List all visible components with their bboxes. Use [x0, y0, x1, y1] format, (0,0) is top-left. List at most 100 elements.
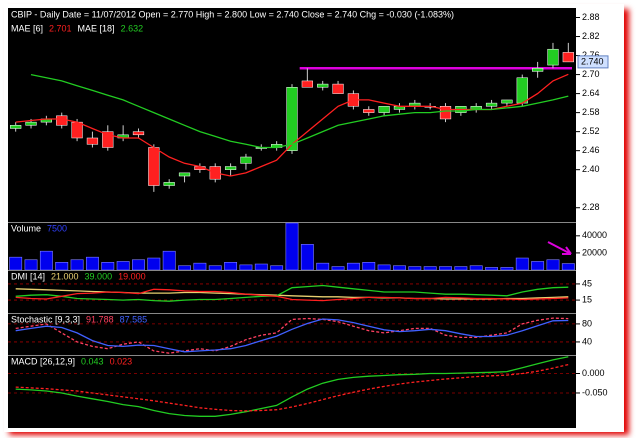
candle-body: [25, 121, 37, 126]
legend-text: 19.000: [118, 271, 146, 281]
volume-bar: [193, 262, 207, 271]
candle-body: [332, 83, 344, 94]
indicator-line: [15, 356, 569, 417]
volume-bar: [500, 267, 514, 271]
y-tick-label: 15: [582, 294, 592, 304]
volume-bar: [362, 262, 376, 271]
y-tick-label: 40: [582, 336, 592, 346]
y-tick-label: 40000: [582, 230, 607, 240]
candle-body: [240, 156, 252, 164]
y-tick-label: 2.82: [582, 31, 600, 41]
candle-body: [56, 115, 68, 126]
legend-text: 0.023: [110, 356, 133, 366]
volume-bar: [346, 262, 360, 271]
volume-bar: [285, 222, 299, 271]
candle-body: [531, 67, 544, 72]
volume-bar: [408, 266, 422, 271]
candle-body: [317, 83, 329, 88]
volume-bar: [331, 266, 345, 271]
y-tick-label: 2.46: [582, 145, 600, 155]
legend-text: MAE [18]: [78, 23, 115, 33]
candle-body: [102, 131, 114, 148]
panels: 2.88 2.82 2.76 2.70 2.64 2.58 2.52 2.46 2.40 2.28…: [8, 9, 609, 417]
candle-body: [286, 87, 298, 151]
volume-bar: [300, 244, 314, 271]
volume-bar: [316, 262, 330, 271]
candle-body: [501, 99, 513, 104]
candle-body: [439, 106, 452, 120]
legend-text: Volume: [11, 223, 41, 233]
volume-bar: [546, 259, 560, 271]
annotation-arrow: [547, 241, 572, 255]
legend-text: 21.000: [51, 271, 79, 281]
candle-body: [378, 106, 390, 113]
volume-bar: [101, 262, 115, 271]
y-tick-label: -0.050: [582, 387, 608, 397]
candle-body: [71, 121, 83, 139]
volume-bar: [270, 265, 284, 271]
candle-body: [301, 80, 313, 88]
volume-bar: [239, 264, 253, 271]
candle-body: [516, 77, 528, 104]
volume-bar: [24, 259, 38, 271]
volume-bar: [9, 256, 23, 271]
legend-text: 2.701: [49, 23, 72, 33]
y-tick-label: 2.58: [582, 107, 600, 117]
indicator-line: [15, 318, 569, 353]
legend-text: MAE [6]: [11, 23, 43, 33]
volume-bar: [254, 263, 268, 271]
last-price-label: 2.740: [581, 56, 604, 66]
legend-text: 7500: [47, 223, 67, 233]
volume-bar: [208, 265, 222, 271]
volume-bar: [531, 261, 545, 271]
candle-body: [10, 125, 22, 129]
legend-text: 87.585: [120, 314, 148, 324]
candle-body: [562, 52, 574, 63]
volume-bar: [224, 262, 238, 271]
y-tick-label: 2.52: [582, 126, 600, 136]
candle-body: [224, 166, 237, 170]
volume-bar: [485, 267, 499, 271]
volume-bar: [178, 265, 191, 271]
volume-bar: [469, 265, 483, 271]
volume-bar: [147, 257, 161, 271]
legend-text: 39.000: [85, 271, 113, 281]
y-tick-label: 2.88: [582, 12, 600, 22]
candle-body: [163, 182, 175, 186]
indicator-line: [15, 317, 569, 354]
chart-title: CBIP - Daily Date = 11/07/2012 Open = 2.…: [11, 9, 454, 19]
indicator-line: [15, 284, 569, 302]
indicator-line: [15, 363, 569, 412]
volume-bar: [515, 257, 529, 271]
y-tick-label: 2.70: [582, 69, 600, 79]
volume-bar: [55, 262, 69, 271]
y-tick-label: 80: [582, 318, 592, 328]
candle-body: [178, 172, 191, 177]
y-tick-label: 2.76: [582, 50, 600, 60]
volume-bar: [423, 266, 437, 271]
legend-text: 91.788: [86, 314, 114, 324]
volume-bar: [561, 263, 575, 271]
volume-bar: [439, 266, 452, 271]
volume-bar: [393, 265, 406, 271]
legend-text: MACD [26,12,9]: [11, 356, 75, 366]
volume-bar: [39, 250, 53, 271]
y-tick-label: 20000: [582, 247, 607, 257]
legend-text: DMI [14]: [11, 271, 45, 281]
volume-bar: [454, 266, 468, 271]
candle-body: [363, 109, 375, 113]
y-tick-label: 2.28: [582, 202, 600, 212]
y-tick-label: 45: [582, 278, 592, 288]
candle-body: [148, 147, 160, 186]
y-tick-label: 2.64: [582, 88, 600, 98]
legend-text: Stochastic [9,3,3]: [11, 314, 80, 324]
y-tick-label: 2.40: [582, 164, 600, 174]
y-tick-label: 0.000: [582, 368, 605, 378]
volume-bar: [85, 256, 99, 271]
legend-text: 0.043: [81, 356, 104, 366]
volume-bar: [116, 261, 130, 271]
plot-background: [8, 8, 576, 428]
volume-bar: [132, 259, 145, 271]
candle-body: [547, 48, 559, 66]
